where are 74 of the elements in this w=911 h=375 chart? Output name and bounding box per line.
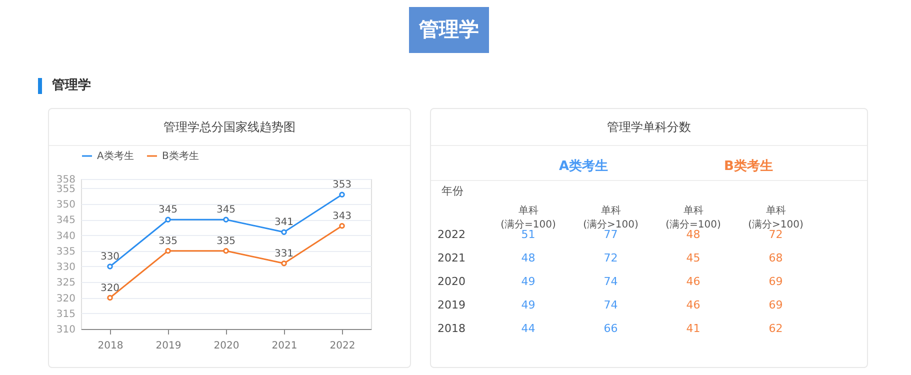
data-label: 48 [521,251,536,264]
data-label: 341 [274,217,294,228]
y-tick-label: 320 [56,293,76,304]
point [339,223,345,229]
data-label: 72 [768,228,783,241]
point [165,216,171,222]
data-label: 331 [274,248,294,260]
text: B类考生 [724,158,773,175]
data-label: 77 [604,228,618,241]
y-axis-title: 年份 [442,184,464,198]
y-tick-label: 315 [56,308,76,320]
data-label: 41 [686,322,700,336]
y-tick-label: 325 [56,278,76,289]
y-tick-label: 2018 [438,322,466,336]
data-label: 46 [686,275,700,288]
y-tick-label: 358 [56,174,76,186]
data-label: 62 [768,322,783,336]
x-tick-label: 2020 [214,340,240,352]
text: A类考生 [558,158,608,175]
data-label: 69 [768,275,783,288]
data-label: 72 [604,251,618,264]
x-tick-label: 单科 (满分>100) [748,204,804,230]
x-tick-label: 单科 (满分=100) [500,204,556,230]
point [107,264,113,270]
y-tick-label: 330 [56,262,76,273]
chart-title: 管理学总分国家线趋势图 [49,109,410,146]
y-tick-label: 2019 [438,298,466,312]
legend-label: B类考生 [162,150,199,162]
data-label: 345 [158,204,178,216]
x-tick-label: 2019 [156,340,182,352]
data-label: 48 [686,228,700,241]
data-label: 46 [686,298,700,312]
y-tick-label: 310 [56,324,76,336]
data-label: 320 [100,282,120,294]
legend-label: A类考生 [97,150,134,162]
x-tick-label: 2022 [330,340,356,352]
y-tick-label: 350 [56,200,76,210]
data-label: 353 [332,180,352,191]
y-tick-label: 335 [56,246,76,258]
y-tick-label: 2021 [438,251,466,264]
y-tick-label: 345 [56,215,76,226]
chart-title: 管理学单科分数 [431,109,867,146]
x-tick-label: 单科 (满分=100) [666,204,721,230]
text: 管理学 [409,7,489,53]
y-tick-label: 2020 [438,275,466,288]
data-label: 335 [216,236,236,247]
data-label: 45 [686,251,700,264]
point [107,294,113,301]
data-label: 343 [332,210,352,222]
x-tick-label: 2018 [98,340,124,352]
point [165,248,171,254]
point [281,229,287,235]
data-label: 69 [768,298,783,312]
data-label: 335 [158,236,178,247]
point [223,248,229,254]
point [281,260,287,266]
data-label: 49 [521,298,536,312]
data-label: 74 [604,275,618,288]
y-tick-label: 2022 [438,228,466,241]
x-tick-label: 2021 [272,340,298,352]
point [339,192,345,198]
text: 管理学 [38,78,91,94]
data-label: 74 [604,298,618,312]
data-label: 330 [100,252,120,262]
data-label: 66 [604,322,618,336]
point [223,216,229,222]
y-tick-label: 355 [56,184,76,195]
data-label: 51 [521,228,536,241]
x-tick-label: 单科 (满分>100) [583,204,638,230]
data-label: 68 [768,251,783,264]
data-label: 49 [521,275,536,288]
data-label: 44 [521,322,536,336]
data-label: 345 [216,204,236,216]
y-tick-label: 340 [56,230,76,242]
